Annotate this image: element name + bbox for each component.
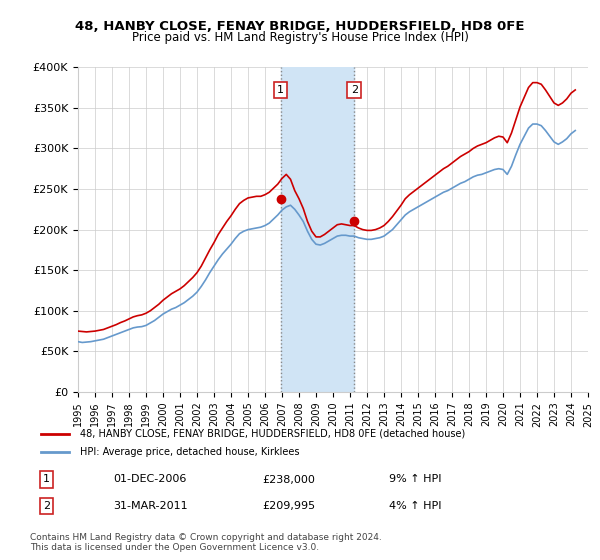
Bar [281,67,354,392]
Text: 01-DEC-2006: 01-DEC-2006 [113,474,186,484]
Text: £209,995: £209,995 [262,501,315,511]
Text: 1: 1 [277,85,284,95]
Text: 4% ↑ HPI: 4% ↑ HPI [389,501,442,511]
Text: Price paid vs. HM Land Registry's House Price Index (HPI): Price paid vs. HM Land Registry's House … [131,31,469,44]
Text: 2: 2 [43,501,50,511]
Text: 2: 2 [350,85,358,95]
Text: 31-MAR-2011: 31-MAR-2011 [113,501,187,511]
Text: 9% ↑ HPI: 9% ↑ HPI [389,474,442,484]
Text: HPI: Average price, detached house, Kirklees: HPI: Average price, detached house, Kirk… [80,447,299,457]
Text: 48, HANBY CLOSE, FENAY BRIDGE, HUDDERSFIELD, HD8 0FE (detached house): 48, HANBY CLOSE, FENAY BRIDGE, HUDDERSFI… [80,429,465,439]
Text: Contains HM Land Registry data © Crown copyright and database right 2024.: Contains HM Land Registry data © Crown c… [30,533,382,542]
Text: 48, HANBY CLOSE, FENAY BRIDGE, HUDDERSFIELD, HD8 0FE: 48, HANBY CLOSE, FENAY BRIDGE, HUDDERSFI… [75,20,525,32]
Text: £238,000: £238,000 [262,474,315,484]
Text: This data is licensed under the Open Government Licence v3.0.: This data is licensed under the Open Gov… [30,543,319,552]
Text: 1: 1 [43,474,50,484]
